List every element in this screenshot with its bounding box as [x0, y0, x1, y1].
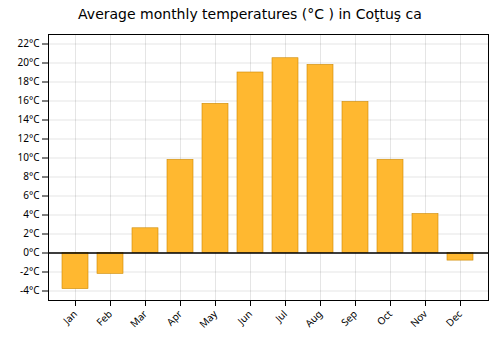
svg-text:Dec: Dec: [442, 307, 465, 330]
svg-text:Jun: Jun: [234, 307, 255, 328]
svg-text:14°C: 14°C: [17, 112, 40, 126]
svg-text:2°C: 2°C: [23, 226, 40, 240]
svg-text:8°C: 8°C: [23, 169, 40, 183]
svg-text:-4°C: -4°C: [20, 283, 40, 297]
svg-text:Jan: Jan: [59, 307, 80, 328]
svg-text:0°C: 0°C: [23, 245, 40, 259]
svg-text:-2°C: -2°C: [20, 264, 40, 278]
svg-text:Nov: Nov: [407, 306, 431, 330]
svg-text:18°C: 18°C: [17, 74, 40, 88]
html-text:Average monthly temperatures (: Average monthly temperatures (°C ) in Co…: [78, 6, 422, 22]
svg-text:6°C: 6°C: [23, 188, 40, 202]
svg-text:22°C: 22°C: [17, 36, 40, 50]
svg-text:12°C: 12°C: [17, 131, 40, 145]
svg-text:16°C: 16°C: [17, 93, 40, 107]
svg-text:4°C: 4°C: [23, 207, 40, 221]
svg-text:Mar: Mar: [127, 307, 150, 330]
svg-text:Jul: Jul: [271, 307, 290, 326]
svg-text:Feb: Feb: [93, 307, 115, 329]
svg-text:May: May: [196, 306, 221, 331]
svg-text:Apr: Apr: [163, 307, 185, 329]
svg-text:Oct: Oct: [374, 307, 396, 329]
svg-text:10°C: 10°C: [17, 150, 40, 164]
svg-text:20°C: 20°C: [17, 55, 40, 69]
svg-text:Sep: Sep: [338, 307, 360, 329]
svg-text:Aug: Aug: [302, 307, 325, 330]
